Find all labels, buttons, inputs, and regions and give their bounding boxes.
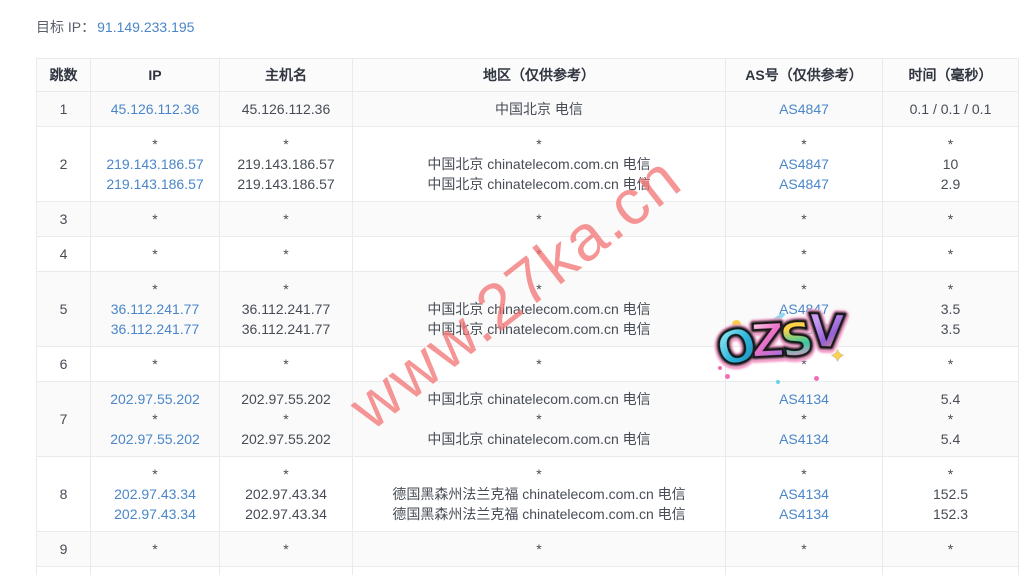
cell-time: * 152.5 152.3 [882,456,1019,532]
cell-asn: * AS4134 AS4134 [725,456,883,532]
cell-hop: 3 [36,201,91,237]
cell-host: * 36.112.241.77 36.112.241.77 [219,271,353,347]
table-row-hop-7: 7 202.97.55.202 * 202.97.55.202 202.97.55.20… [36,381,1019,457]
cell-hop: 5 [36,271,91,347]
cell-host: 202.97.55.202 * 202.97.55.202 [219,381,353,457]
ip-link[interactable]: 45.126.112.36 [110,101,200,117]
ip-link[interactable]: 202.97.55.202 [110,391,200,407]
ip-link[interactable]: 219.143.186.57 [106,176,204,192]
ip-link[interactable]: 36.112.241.77 [110,301,200,317]
cell-region: * 中国北京 chinatelecom.com.cn 电信 中国北京 chinate… [352,126,726,202]
cell-time: 0.1 / 0.1 / 0.1 [882,91,1019,127]
asn-link[interactable]: AS4847 [779,301,829,317]
column-header-host: 主机名 [219,58,353,92]
cell-asn: * [725,236,883,272]
ip-link[interactable]: 219.143.186.57 [106,156,204,172]
cell-host: * [219,531,353,567]
cell-region: 中国北京 chinatelecom.com.cn 电信 * 中国北京 chinate… [352,381,726,457]
cell-host: * [219,201,353,237]
table-row-hop-9: 9 * * * * * [36,531,1019,567]
cell-time: * [882,346,1019,382]
ip-link[interactable]: 202.97.55.202 [110,431,200,447]
table-row-hop-1: 1 45.126.112.36 45.126.112.36 中国北京 电信 AS4847… [36,91,1019,127]
cell-asn: AS4134 * AS4134 [725,381,883,457]
cell-time: * [882,531,1019,567]
cell-region: * 德国黑森州法兰克福 chinatelecom.com.cn 电信 德国黑森州法兰… [352,456,726,532]
asn-link[interactable]: AS4134 [779,391,829,407]
cell-asn: * [725,201,883,237]
target-ip-row: 目标 IP： 91.149.233.195 [36,17,194,37]
asn-link[interactable]: AS4134 [779,506,829,522]
cell-hop: 4 [36,236,91,272]
trace-table-header-row: 跳数 IP 主机名 地区（仅供参考） AS号（仅供参考） 时间（毫秒） [36,58,1019,92]
cell-ip: * [90,236,220,272]
table-row-hop-2: 2 * 219.143.186.57 219.143.186.57 * 219.143.1… [36,126,1019,202]
cell-host: * 202.97.43.34 202.97.43.34 [219,456,353,532]
asn-link[interactable]: AS4847 [779,101,829,117]
asn-link[interactable]: AS4847 [779,321,829,337]
cell-ip: 202.97.55.202 * 202.97.55.202 [90,381,220,457]
cell-region: * [352,346,726,382]
cell-time: * [882,201,1019,237]
column-header-ip: IP [90,58,220,92]
trace-table-body: 1 45.126.112.36 45.126.112.36 中国北京 电信 AS4847… [36,91,1019,575]
cell-asn: AS4847 [725,91,883,127]
table-row-hop-6: 6 * * * * * [36,346,1019,382]
cell-asn: * AS4847 AS4847 [725,271,883,347]
table-row-hop-8: 8 * 202.97.43.34 202.97.43.34 * 202.97.43.34 2… [36,456,1019,532]
cell-ip: * [90,201,220,237]
cell-region: * [352,236,726,272]
cell-region: 中国北京 电信 [352,91,726,127]
column-header-time: 时间（毫秒） [882,58,1019,92]
ip-link[interactable]: 202.97.43.34 [114,506,196,522]
cell-ip: * 202.97.43.34 202.97.43.34 [90,456,220,532]
cell-ip: * 219.143.186.57 219.143.186.57 [90,126,220,202]
column-header-region: 地区（仅供参考） [352,58,726,92]
asn-link[interactable]: AS4847 [779,176,829,192]
cell-host: * 219.143.186.57 219.143.186.57 [219,126,353,202]
table-row-hop-3: 3 * * * * * [36,201,1019,237]
column-header-hop: 跳数 [36,58,91,92]
traceroute-table: 跳数 IP 主机名 地区（仅供参考） AS号（仅供参考） 时间（毫秒） 1 45.126.1… [36,58,1019,575]
cell-time: * 10 2.9 [882,126,1019,202]
asn-link[interactable]: AS4847 [779,156,829,172]
asn-link[interactable]: AS4134 [779,486,829,502]
target-ip-value[interactable]: 91.149.233.195 [97,19,195,35]
cell-asn: * [725,346,883,382]
cell-time: * [882,236,1019,272]
cell-hop: 1 [36,91,91,127]
column-header-asn: AS号（仅供参考） [725,58,883,92]
cell-host: * [219,346,353,382]
cell-region: * [352,531,726,567]
cell-hop: 9 [36,531,91,567]
cell-time: 5.4 * 5.4 [882,381,1019,457]
cell-region: * [352,201,726,237]
ip-link[interactable]: 202.97.43.34 [114,486,196,502]
cell-ip: * 36.112.241.77 36.112.241.77 [90,271,220,347]
cell-hop: 7 [36,381,91,457]
cell-asn: * [725,531,883,567]
cell-time: * 3.5 3.5 [882,271,1019,347]
cell-hop: 2 [36,126,91,202]
target-ip-label: 目标 IP： [36,19,96,35]
cell-hop: 6 [36,346,91,382]
table-row-hop-4: 4 * * * * * [36,236,1019,272]
cell-ip: 45.126.112.36 [90,91,220,127]
cell-ip: * [90,531,220,567]
table-row-partial [36,566,1019,575]
table-row-hop-5: 5 * 36.112.241.77 36.112.241.77 * 36.112.241.… [36,271,1019,347]
cell-ip: * [90,346,220,382]
cell-region: * 中国北京 chinatelecom.com.cn 电信 中国北京 chinate… [352,271,726,347]
cell-host: 45.126.112.36 [219,91,353,127]
cell-hop: 8 [36,456,91,532]
ip-link[interactable]: 36.112.241.77 [110,321,200,337]
cell-asn: * AS4847 AS4847 [725,126,883,202]
cell-host: * [219,236,353,272]
asn-link[interactable]: AS4134 [779,431,829,447]
